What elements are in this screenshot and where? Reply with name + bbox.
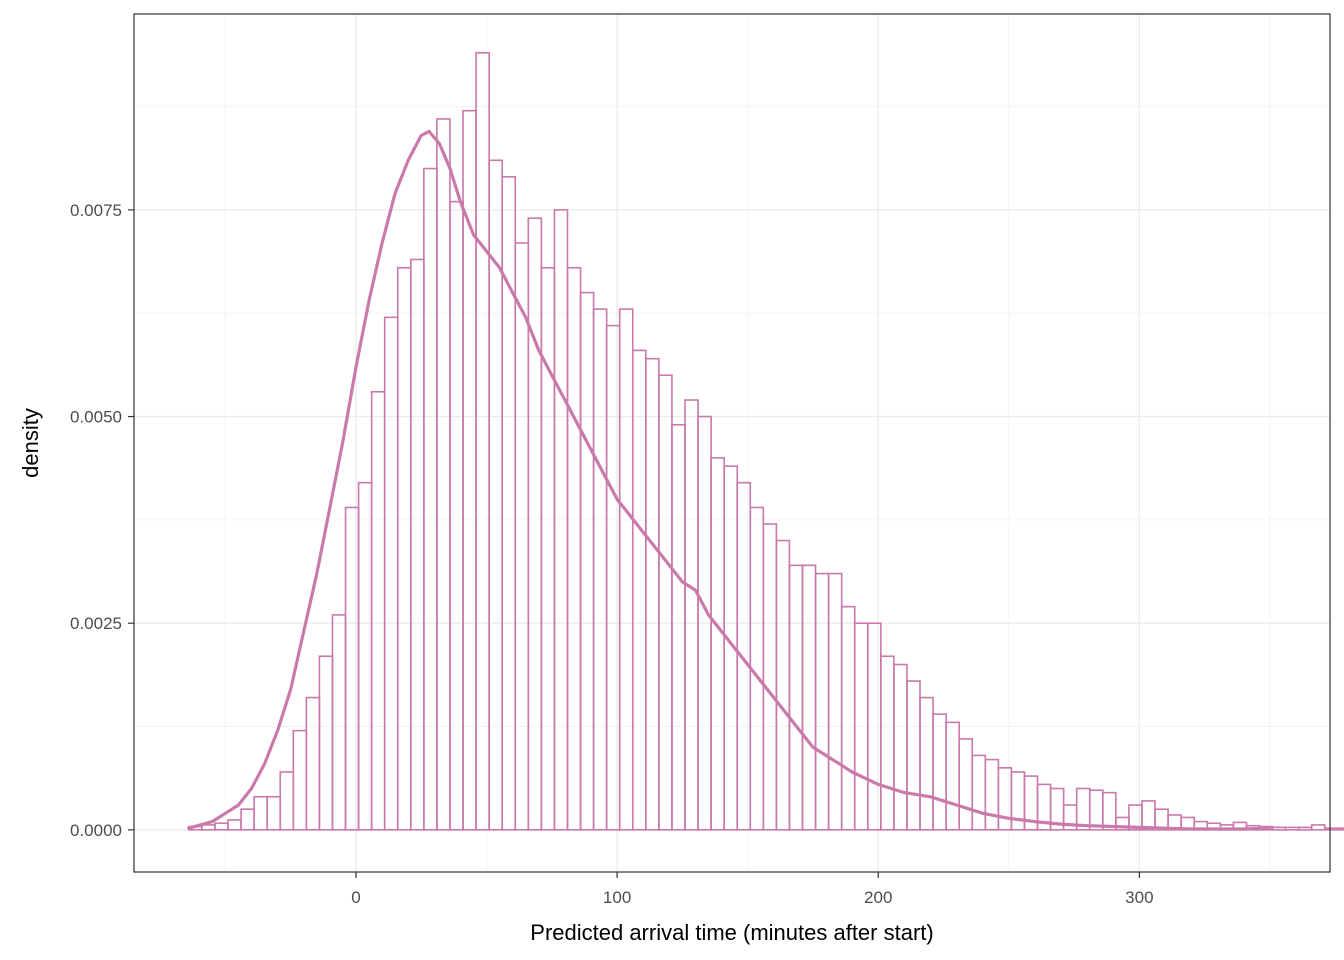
x-tick-label-2: 200 [864,888,892,907]
y-axis: 0.0000 0.0025 0.0050 0.0075 [70,201,134,840]
x-tick-label-0: 0 [351,888,360,907]
x-axis-title: Predicted arrival time (minutes after st… [530,920,933,945]
panel-border [133,13,1331,873]
grid-minor [134,14,1330,872]
density-curve [187,129,1272,831]
y-tick-label-0: 0.0000 [70,821,122,840]
x-axis: 0 100 200 300 [351,872,1154,907]
histogram-bars [188,52,1344,831]
x-tick-label-3: 300 [1125,888,1153,907]
y-tick-label-2: 0.0050 [70,408,122,427]
histogram-bar-88 [1337,827,1344,831]
x-tick-label-1: 100 [603,888,631,907]
y-tick-label-3: 0.0075 [70,201,122,220]
histogram-bar-70 [1102,791,1117,831]
y-axis-title: density [18,408,43,478]
y-tick-label-1: 0.0025 [70,614,122,633]
histogram-bar-86 [1310,824,1326,831]
